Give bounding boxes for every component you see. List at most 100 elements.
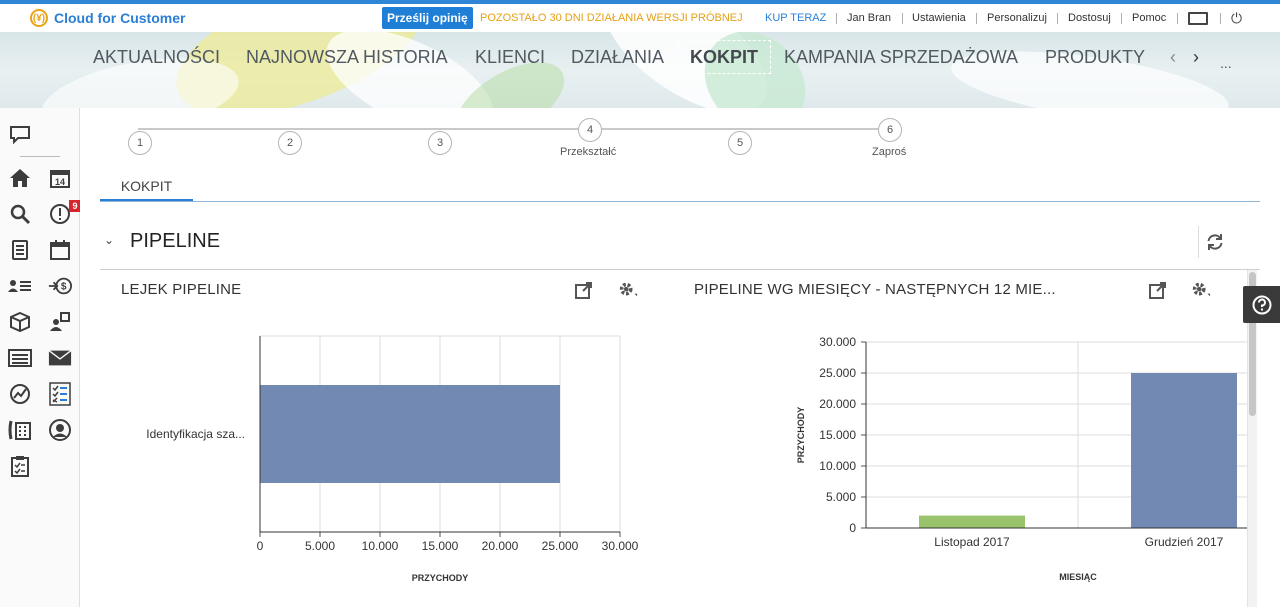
alert-count-badge: 9 [69, 200, 81, 212]
question-icon [1252, 295, 1271, 314]
card-title-pipeline-by-month: PIPELINE WG MIESIĘCY - NASTĘPNYCH 12 MIE… [694, 281, 1056, 298]
checklist-icon[interactable] [48, 382, 72, 406]
pipeline-by-month-chart: 0 5.000 10.000 15.000 20.000 25.000 30.000 List… [796, 335, 1250, 582]
brand-logo-icon: (¥) [30, 9, 48, 27]
scrollbar-thumb[interactable] [1249, 272, 1256, 416]
header-separator [1220, 13, 1221, 24]
step-2[interactable]: 2 [278, 131, 302, 155]
user-name-link[interactable]: Jan Bran [847, 12, 892, 24]
personalize-link[interactable]: Personalizuj [987, 12, 1047, 24]
main-content: 1 2 3 4 Przekształć 5 6 Zaproś KOKPIT ⌄ … [80, 108, 1280, 607]
clipboard-icon[interactable] [8, 454, 32, 478]
x-axis-title: MIESIĄC [1059, 572, 1097, 582]
settings-link[interactable]: Ustawienia [912, 12, 966, 24]
chat-icon[interactable] [8, 123, 32, 147]
expand-icon[interactable] [574, 280, 594, 300]
x-tick-label: 20.000 [482, 539, 519, 553]
monitor-icon[interactable] [1188, 12, 1208, 25]
x-tick-label: 5.000 [305, 539, 335, 553]
x-axis-title: PRZYCHODY [412, 573, 469, 583]
product-icon[interactable] [8, 310, 32, 334]
tab-dashboard[interactable]: KOKPIT [100, 178, 193, 202]
y-category-label: Identyfikacja sza... [146, 427, 245, 441]
nav-tab-customers[interactable]: KLIENCI [475, 47, 546, 67]
nav-tab-products[interactable]: PRODUKTY [1045, 47, 1146, 67]
header-separator [902, 13, 903, 24]
alert-icon[interactable] [48, 202, 72, 226]
search-icon[interactable] [8, 202, 32, 226]
nav-tab-activities[interactable]: DZIAŁANIA [571, 47, 665, 67]
chevron-down-icon[interactable]: ⌄ [104, 233, 115, 247]
worklist-icon[interactable] [8, 238, 32, 262]
top-accent-line [0, 0, 1280, 4]
y-tick-label: 30.000 [819, 335, 856, 349]
feedback-button[interactable]: Prześlij opinię [382, 7, 473, 29]
calendar-14-icon[interactable]: 14 [48, 166, 72, 190]
help-link[interactable]: Pomoc [1132, 12, 1167, 24]
refresh-button[interactable] [1198, 226, 1230, 258]
y-tick-label: 5.000 [826, 490, 856, 504]
step-6-label: Zaproś [872, 146, 907, 158]
svg-text:$: $ [61, 282, 67, 293]
analytics-icon[interactable] [8, 382, 32, 406]
x-tick-label: 0 [257, 539, 264, 553]
power-icon[interactable]: ⏻ [1231, 10, 1243, 26]
nav-tab-sales-campaign[interactable]: KAMPANIA SPRZEDAŻOWA [784, 47, 1019, 67]
header-separator [1057, 13, 1058, 24]
nav-tab-news[interactable]: AKTUALNOŚCI [93, 47, 221, 67]
step-1[interactable]: 1 [128, 131, 152, 155]
brand[interactable]: (¥) Cloud for Customer [30, 9, 185, 27]
adapt-link[interactable]: Dostosuj [1068, 12, 1111, 24]
x-tick-label: 10.000 [362, 539, 399, 553]
step-5[interactable]: 5 [728, 131, 752, 155]
step-6[interactable]: 6 [878, 118, 902, 142]
nav-next-icon[interactable]: › [1193, 47, 1199, 67]
contacts-icon[interactable] [8, 274, 32, 298]
list-icon[interactable] [8, 346, 32, 370]
person-icon[interactable] [48, 418, 72, 442]
stepper-line [138, 128, 890, 130]
nav-more-icon[interactable]: ... [1220, 55, 1232, 71]
sidebar-divider [20, 156, 60, 157]
nav-tab-dashboard[interactable]: KOKPIT [677, 40, 772, 74]
sales-icon[interactable]: $ [48, 274, 72, 298]
y-tick-label: 15.000 [819, 428, 856, 442]
x-tick-label: 30.000 [602, 539, 639, 553]
scrollbar[interactable] [1247, 270, 1257, 607]
step-4[interactable]: 4 [578, 118, 602, 142]
mail-icon[interactable] [48, 346, 72, 370]
gear-icon[interactable] [1191, 280, 1211, 300]
x-category-label: Listopad 2017 [934, 535, 1010, 549]
refresh-icon [1207, 234, 1222, 250]
bar [260, 385, 560, 483]
y-axis-title: PRZYCHODY [796, 407, 806, 464]
nav-prev-icon[interactable]: ‹ [1170, 47, 1176, 67]
pipeline-section-header: ⌄ PIPELINE [100, 224, 1260, 264]
step-3[interactable]: 3 [428, 131, 452, 155]
card-title-pipeline-funnel: LEJEK PIPELINE [121, 281, 242, 298]
bar [1131, 373, 1237, 528]
nav-band: AKTUALNOŚCI NAJNOWSZA HISTORIA KLIENCI D… [0, 32, 1280, 108]
help-button[interactable] [1243, 286, 1280, 323]
left-sidebar: 14 9 $ [0, 108, 81, 607]
home-icon[interactable] [8, 166, 32, 190]
tab-underline [100, 201, 1260, 202]
nav-tab-recent-history[interactable]: NAJNOWSZA HISTORIA [246, 47, 448, 67]
x-tick-label: 15.000 [422, 539, 459, 553]
expand-icon[interactable] [1148, 280, 1168, 300]
svg-text:14: 14 [55, 177, 65, 187]
trial-notice: POZOSTAŁO 30 DNI DZIAŁANIA WERSJI PRÓBNE… [480, 12, 743, 24]
y-tick-label: 10.000 [819, 459, 856, 473]
calendar-icon[interactable] [48, 238, 72, 262]
phone-calculator-icon[interactable] [8, 418, 32, 442]
x-tick-label: 25.000 [542, 539, 579, 553]
header-bar: (¥) Cloud for Customer Prześlij opinię P… [0, 4, 1280, 32]
gear-icon[interactable] [618, 280, 638, 300]
buy-now-link[interactable]: KUP TERAZ [765, 12, 827, 24]
header-separator [836, 13, 837, 24]
section-title: PIPELINE [130, 230, 221, 252]
assign-icon[interactable] [48, 310, 72, 334]
header-separator [1177, 13, 1178, 24]
brand-name: Cloud for Customer [54, 10, 186, 26]
